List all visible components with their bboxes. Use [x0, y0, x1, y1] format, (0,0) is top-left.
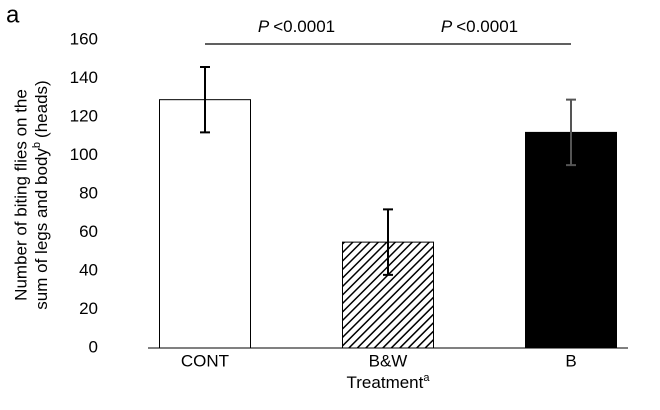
y-tick-label: 100	[70, 145, 98, 164]
y-axis-label: sum of legs and bodyb(heads)	[31, 80, 52, 309]
significance-p: P	[258, 17, 270, 36]
x-axis-label: Treatmenta	[347, 372, 431, 393]
bar	[159, 99, 251, 349]
bar	[525, 131, 617, 349]
y-tick-label: 140	[70, 68, 98, 87]
y-axis-label: Number of biting flies on the	[11, 89, 30, 301]
x-tick-label: B&W	[369, 351, 408, 370]
significance-label: P <0.0001	[441, 17, 518, 36]
y-tick-label: 60	[79, 222, 98, 241]
y-tick-label: 80	[79, 183, 98, 202]
significance-p: P	[441, 17, 453, 36]
error-bar	[566, 98, 576, 167]
significance-value: <0.0001	[273, 17, 335, 36]
y-tick-label: 20	[79, 299, 98, 318]
y-tick-label: 120	[70, 106, 98, 125]
y-tick-label: 160	[70, 29, 98, 48]
x-tick-label: CONT	[181, 351, 229, 370]
x-tick-label: B	[565, 351, 576, 370]
y-tick-label: 40	[79, 260, 98, 279]
error-bar	[200, 65, 210, 134]
significance-label: P <0.0001	[258, 17, 335, 36]
error-bar	[383, 208, 393, 276]
significance-value: <0.0001	[456, 17, 518, 36]
y-tick-label: 0	[89, 337, 98, 356]
panel-label: a	[6, 1, 20, 28]
